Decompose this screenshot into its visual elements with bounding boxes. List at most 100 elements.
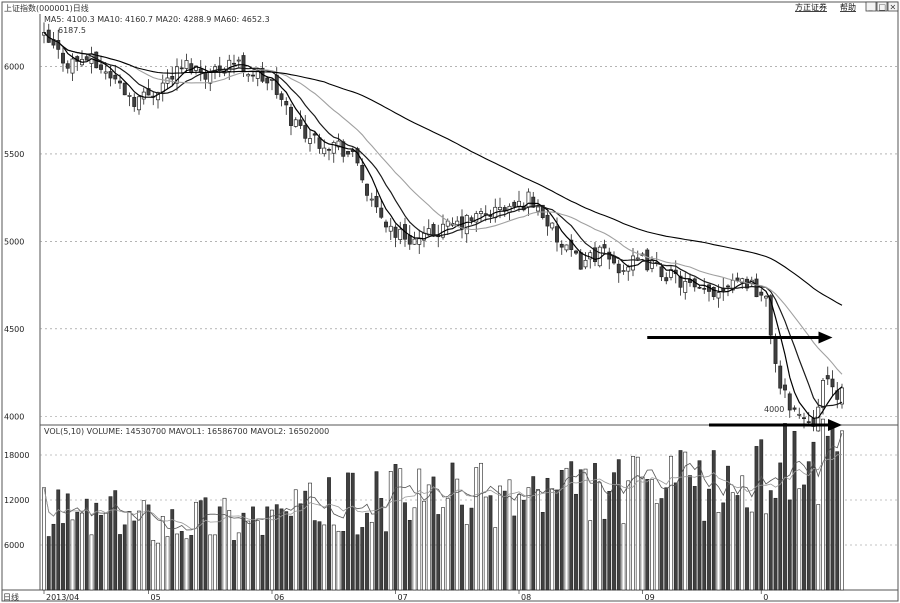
volume-bar <box>778 462 783 591</box>
volume-bar <box>802 484 806 591</box>
volume-bar <box>46 536 51 591</box>
minimize-icon: _ <box>868 2 874 11</box>
volume-bar <box>650 479 654 591</box>
candle-body <box>773 337 778 364</box>
volume-bar <box>745 507 749 591</box>
volume-bar <box>403 502 407 591</box>
x-tick-label: 07 <box>398 593 408 602</box>
volume-bar <box>274 504 279 591</box>
volume-bar <box>369 521 374 591</box>
arrow-layer <box>647 331 842 431</box>
x-tick-label: 09 <box>645 593 655 602</box>
volume-bar <box>783 423 787 591</box>
candle-body <box>284 101 289 106</box>
volume-bar <box>830 426 835 591</box>
volume-bar <box>279 508 284 591</box>
menu-item-help[interactable]: 帮助 <box>840 2 856 12</box>
candle-body <box>735 277 740 281</box>
candle-body <box>388 225 393 232</box>
menu-item-broker[interactable]: 方正证券 <box>795 2 827 12</box>
price-tick-label: 6000 <box>4 62 24 71</box>
volume-bar <box>108 496 113 591</box>
candle-body <box>498 206 502 211</box>
volume-bar <box>398 468 403 591</box>
volume-bar <box>816 504 821 591</box>
candle-body <box>341 141 346 157</box>
volume-bar <box>455 478 460 591</box>
volume-bar <box>550 488 555 591</box>
volume-bar <box>483 496 488 591</box>
volume-bar <box>355 534 360 591</box>
window-minimize-button[interactable]: _ <box>865 1 877 12</box>
volume-bar <box>574 493 578 591</box>
volume-bar <box>811 441 816 591</box>
candle-body <box>787 393 792 411</box>
volume-bar <box>654 503 659 591</box>
candle-body <box>588 252 593 260</box>
candle-body <box>802 417 806 420</box>
volume-bar <box>683 451 688 591</box>
volume-bar <box>540 512 545 591</box>
volume-bar <box>122 524 127 591</box>
candle-body <box>417 238 422 245</box>
price-tick-label: 5500 <box>4 150 24 159</box>
window-close-button[interactable]: × <box>887 1 899 12</box>
candle-body <box>208 71 213 84</box>
volume-bar <box>312 520 317 591</box>
volume-bar <box>678 450 683 591</box>
close-icon: × <box>890 3 897 12</box>
volume-bar <box>431 476 436 591</box>
volume-bar <box>597 482 602 591</box>
volume-bar <box>84 498 89 591</box>
volume-bar <box>797 488 802 591</box>
volume-bar <box>507 479 512 591</box>
volume-tick-label: 12000 <box>4 496 29 505</box>
candle-body <box>137 96 141 111</box>
candle-body <box>303 125 308 139</box>
candle-body <box>711 286 716 297</box>
volume-bar <box>407 519 412 591</box>
candle-body <box>631 255 635 271</box>
volume-bar <box>165 536 170 591</box>
volume-bar <box>198 500 203 591</box>
volume-bar <box>569 461 574 591</box>
volume-bar <box>80 512 84 591</box>
volume-bar <box>412 507 417 591</box>
volume-bar <box>127 511 132 591</box>
volume-bar <box>707 488 711 591</box>
candle-body <box>312 133 317 136</box>
volume-bar <box>346 472 350 591</box>
volume-bar <box>379 498 384 591</box>
volume-bar <box>374 471 379 591</box>
volume-bar <box>536 489 540 591</box>
candle-body <box>740 278 745 283</box>
volume-bar <box>825 435 830 591</box>
volume-bar <box>673 482 678 591</box>
volume-bar <box>284 511 289 591</box>
volume-bar <box>350 472 355 591</box>
volume-bar <box>759 439 764 591</box>
candle-body <box>621 270 626 272</box>
candle-body <box>232 62 236 65</box>
candle-body <box>279 93 284 100</box>
volume-bar <box>450 462 455 591</box>
candle-body <box>460 216 464 230</box>
volume-info: VOL(5,10) VOLUME: 14530700 MAVOL1: 16586… <box>44 427 329 436</box>
volume-bar <box>545 477 550 591</box>
volume-bar <box>51 523 56 591</box>
volume-bar <box>65 493 70 591</box>
volume-bar <box>607 490 612 591</box>
volume-tick-label: 6000 <box>4 541 24 550</box>
volume-bar <box>94 502 99 591</box>
volume-bar <box>621 523 626 591</box>
volume-bar <box>227 510 232 591</box>
candle-body <box>683 281 688 293</box>
volume-bar <box>170 509 175 591</box>
candle-body <box>664 277 669 282</box>
window-restore-button[interactable]: □ <box>876 1 888 12</box>
candle-body <box>479 211 483 214</box>
volume-bar <box>184 538 189 591</box>
volume-bar <box>697 460 702 591</box>
candle-body <box>265 77 270 84</box>
